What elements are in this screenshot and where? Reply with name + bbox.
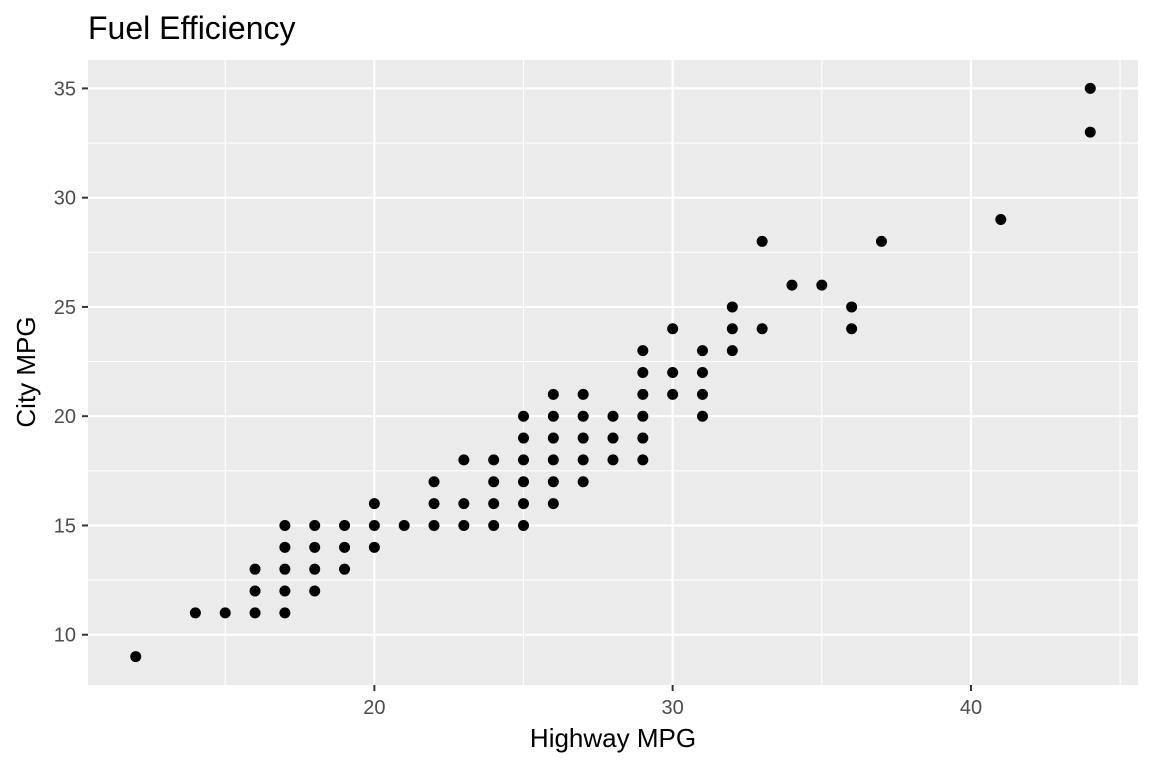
data-point: [368, 498, 380, 510]
data-point: [547, 498, 559, 510]
data-point: [696, 345, 708, 357]
data-point: [339, 541, 351, 553]
data-point: [309, 519, 321, 531]
data-point: [816, 279, 828, 291]
data-point: [279, 585, 291, 597]
data-point: [279, 541, 291, 553]
data-point: [726, 301, 738, 313]
x-tick-label: 40: [960, 697, 982, 719]
data-point: [309, 585, 321, 597]
data-point: [249, 585, 261, 597]
y-tick-label: 10: [54, 625, 76, 647]
data-point: [488, 498, 500, 510]
x-axis-title: Highway MPG: [530, 723, 696, 753]
data-points: [130, 82, 1096, 663]
data-point: [428, 498, 440, 510]
data-point: [189, 607, 201, 619]
data-point: [1084, 126, 1096, 138]
data-point: [368, 541, 380, 553]
data-point: [577, 454, 589, 466]
data-point: [428, 476, 440, 488]
data-point: [1084, 82, 1096, 94]
data-point: [607, 454, 619, 466]
data-point: [995, 214, 1007, 226]
data-point: [130, 651, 142, 663]
data-point: [756, 235, 768, 247]
y-tick-label: 30: [54, 188, 76, 210]
data-point: [637, 410, 649, 422]
data-point: [279, 607, 291, 619]
data-point: [577, 476, 589, 488]
data-point: [667, 367, 679, 378]
x-tick-label: 30: [662, 697, 684, 719]
data-point: [607, 432, 619, 444]
y-tick-label: 25: [54, 297, 76, 319]
data-point: [219, 607, 231, 619]
data-point: [339, 563, 351, 575]
data-point: [577, 432, 589, 444]
data-point: [368, 519, 380, 531]
data-point: [518, 410, 530, 422]
y-tick-label: 35: [54, 78, 76, 100]
data-point: [547, 432, 559, 444]
data-point: [846, 323, 858, 335]
data-point: [577, 410, 589, 422]
data-point: [249, 607, 261, 619]
data-point: [875, 235, 887, 247]
data-point: [696, 410, 708, 422]
data-point: [488, 454, 500, 466]
data-point: [756, 323, 768, 335]
data-point: [398, 519, 410, 531]
data-point: [339, 519, 351, 531]
data-point: [667, 323, 679, 335]
data-point: [279, 563, 291, 575]
data-point: [279, 519, 291, 531]
data-point: [726, 345, 738, 357]
data-point: [637, 454, 649, 466]
data-point: [547, 454, 559, 466]
data-point: [846, 301, 858, 313]
data-point: [726, 323, 738, 335]
data-point: [696, 388, 708, 400]
y-tick-label: 15: [54, 515, 76, 537]
major-gridlines: [88, 60, 1138, 685]
y-axis-ticks: 10 15 20 25 30 35: [54, 78, 88, 647]
x-tick-label: 20: [363, 697, 385, 719]
data-point: [518, 519, 530, 531]
data-point: [637, 367, 649, 378]
data-point: [458, 498, 470, 510]
minor-gridlines: [88, 60, 1138, 685]
data-point: [518, 498, 530, 510]
data-point: [637, 388, 649, 400]
data-point: [309, 541, 321, 553]
data-point: [518, 476, 530, 488]
y-tick-label: 20: [54, 406, 76, 428]
data-point: [607, 410, 619, 422]
data-point: [637, 432, 649, 444]
data-point: [458, 519, 470, 531]
y-axis-title: City MPG: [11, 316, 41, 427]
data-point: [518, 454, 530, 466]
data-point: [309, 563, 321, 575]
data-point: [518, 432, 530, 444]
data-point: [786, 279, 798, 291]
plot-panel: [88, 60, 1138, 685]
data-point: [667, 388, 679, 400]
data-point: [637, 345, 649, 357]
chart-title: Fuel Efficiency: [88, 10, 296, 46]
data-point: [547, 388, 559, 400]
data-point: [547, 476, 559, 488]
data-point: [488, 519, 500, 531]
x-axis-ticks: 20 30 40: [363, 685, 982, 719]
data-point: [488, 476, 500, 488]
data-point: [547, 410, 559, 422]
data-point: [428, 519, 440, 531]
data-point: [577, 388, 589, 400]
data-point: [249, 563, 261, 575]
data-point: [696, 367, 708, 378]
data-point: [458, 454, 470, 466]
